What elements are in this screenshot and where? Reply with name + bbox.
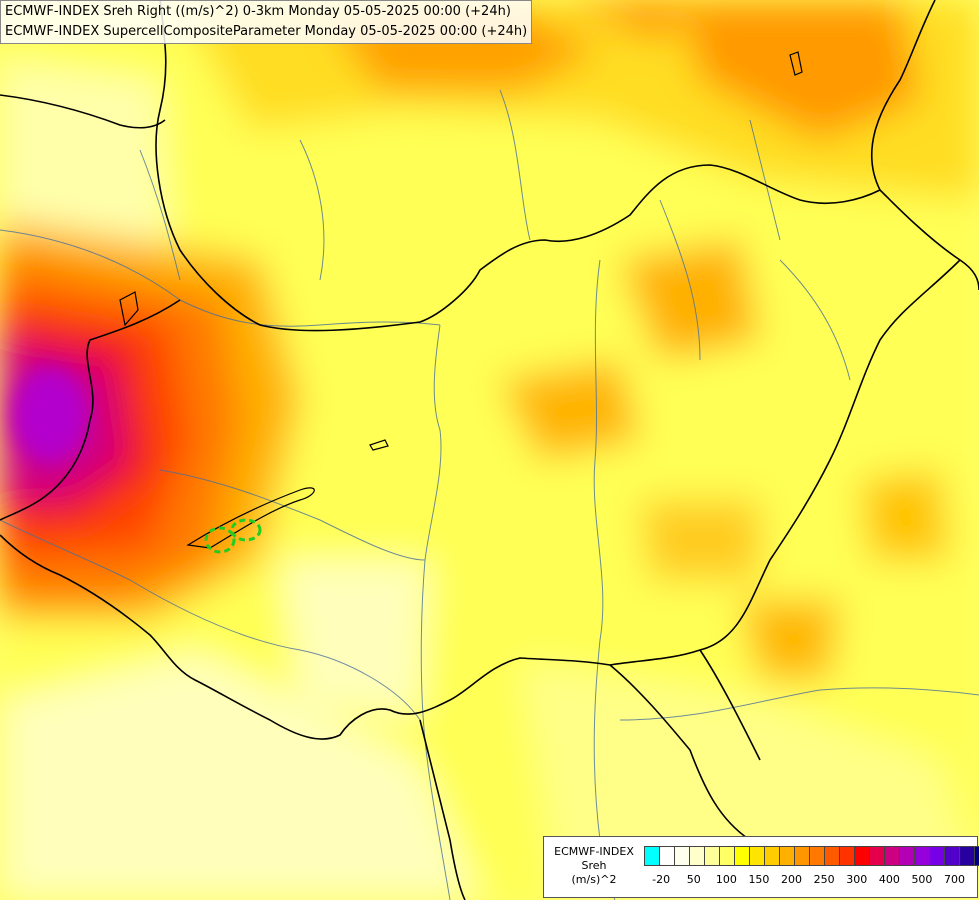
legend-swatch xyxy=(884,846,900,866)
legend-swatch xyxy=(944,846,960,866)
legend-ticks: -20 50 100 150 200 250 300 400 500 700 xyxy=(645,873,975,889)
legend-title: ECMWF-INDEX Sreh (m/s)^2 xyxy=(546,845,642,887)
legend-swatch xyxy=(794,846,810,866)
rivers xyxy=(0,89,979,900)
map-title-box: ECMWF-INDEX Sreh Right ((m/s)^2) 0-3km M… xyxy=(0,0,533,44)
legend-swatch xyxy=(749,846,765,866)
legend-tick-label: 250 xyxy=(813,873,835,886)
legend-swatch xyxy=(764,846,780,866)
scp-contours xyxy=(204,518,262,554)
legend-tick-label: 300 xyxy=(846,873,868,886)
legend-tick-label: 150 xyxy=(748,873,770,886)
legend-swatch xyxy=(914,846,930,866)
legend-swatch xyxy=(854,846,870,866)
lakes xyxy=(119,51,803,549)
legend-swatch xyxy=(839,846,855,866)
legend-swatch xyxy=(734,846,750,866)
legend-swatch xyxy=(899,846,915,866)
legend-tick-label: 50 xyxy=(686,873,701,886)
legend-tick-label: 100 xyxy=(715,873,737,886)
legend-tick-label: -20 xyxy=(652,873,671,886)
legend-unit-label: (m/s)^2 xyxy=(571,873,617,886)
legend-swatch xyxy=(809,846,825,866)
legend-tick-label: 400 xyxy=(878,873,900,886)
legend-swatch xyxy=(929,846,945,866)
legend-swatch xyxy=(974,846,979,866)
legend-swatch xyxy=(719,846,735,866)
legend-model-label: ECMWF-INDEX xyxy=(554,845,634,858)
legend-tick-label: 200 xyxy=(781,873,803,886)
legend-tick-label: 700 xyxy=(944,873,966,886)
color-legend: ECMWF-INDEX Sreh (m/s)^2 -20 50 100 150 200 2… xyxy=(543,836,979,898)
legend-swatch xyxy=(659,846,675,866)
title-line-1: ECMWF-INDEX Sreh Right ((m/s)^2) 0-3km M… xyxy=(5,4,511,19)
legend-variable-label: Sreh xyxy=(581,859,607,872)
legend-swatches xyxy=(644,846,979,866)
legend-swatch xyxy=(674,846,690,866)
legend-swatch xyxy=(689,846,705,866)
title-line-2: ECMWF-INDEX SupercellCompositeParameter … xyxy=(5,24,528,39)
legend-tick-label: 500 xyxy=(911,873,933,886)
legend-swatch xyxy=(644,846,660,866)
legend-swatch xyxy=(869,846,885,866)
legend-swatch xyxy=(959,846,975,866)
legend-swatch xyxy=(824,846,840,866)
legend-swatch xyxy=(779,846,795,866)
legend-swatch xyxy=(704,846,720,866)
